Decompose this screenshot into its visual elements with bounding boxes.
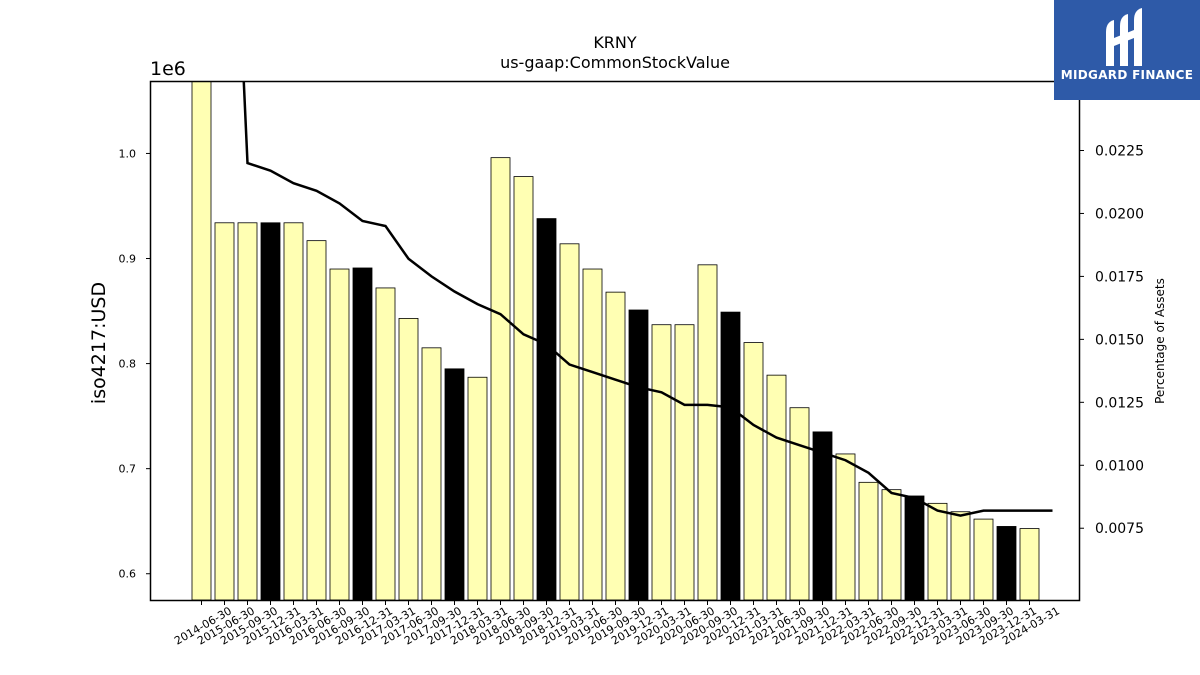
bar-2021-12-31 bbox=[812, 431, 833, 600]
y2-tick-label: 0.0150 bbox=[1095, 332, 1144, 348]
bar-2016-12-31 bbox=[352, 267, 373, 600]
bar-2022-09-30 bbox=[881, 489, 902, 600]
bar-2014-06-30 bbox=[191, 82, 212, 600]
bar-2020-12-31 bbox=[720, 311, 741, 600]
bar-2020-09-30 bbox=[697, 264, 718, 600]
chart-subtitle: us-gaap:CommonStockValue bbox=[500, 53, 730, 72]
y-tick-label: 0.7 bbox=[119, 463, 137, 476]
y-tick-label: 0.9 bbox=[119, 253, 137, 266]
bar-2016-06-30 bbox=[306, 240, 327, 600]
y2-tick-label: 0.0225 bbox=[1095, 143, 1144, 159]
bar-2020-03-31 bbox=[651, 324, 672, 600]
bar-2024-03-31 bbox=[1019, 528, 1040, 600]
y2-tick-label: 0.0125 bbox=[1095, 395, 1144, 411]
bar-2018-03-31 bbox=[467, 376, 488, 600]
bar-2019-09-30 bbox=[605, 291, 626, 600]
y-tick-label: 0.6 bbox=[119, 568, 137, 581]
bar-2019-12-31 bbox=[628, 309, 649, 600]
bar-2021-03-31 bbox=[743, 342, 764, 600]
logo-mark-icon bbox=[1106, 8, 1142, 66]
bar-2015-09-30 bbox=[237, 222, 258, 600]
right-axis: 0.0075 0.0100 0.0125 0.0150 0.0175 0.0200 0.02… bbox=[1079, 143, 1144, 537]
y2-axis-label: Percentage of Assets bbox=[1153, 278, 1167, 404]
chart-title: KRNY bbox=[593, 33, 637, 52]
left-axis: 0.6 0.7 0.8 0.9 1.0 bbox=[119, 147, 151, 581]
percentage-line bbox=[242, 82, 1053, 517]
y-offset-label: 1e6 bbox=[150, 58, 186, 80]
x-axis: 2014-06-302015-06-302015-09-302015-12-31… bbox=[172, 600, 1062, 648]
bar-2019-03-31 bbox=[559, 243, 580, 600]
bar-2018-09-30 bbox=[513, 176, 534, 600]
bar-2022-12-31 bbox=[904, 495, 925, 600]
bar-2022-03-31 bbox=[835, 453, 856, 600]
bar-2017-12-31 bbox=[444, 368, 465, 600]
bar-2018-06-30 bbox=[490, 157, 511, 600]
bar-2017-03-31 bbox=[375, 287, 396, 600]
y-axis-label: iso4217:USD bbox=[88, 282, 110, 404]
bar-2015-12-31 bbox=[260, 222, 281, 600]
y2-tick-label: 0.0200 bbox=[1095, 206, 1144, 222]
bar-2023-03-31 bbox=[927, 502, 948, 600]
bar-2016-03-31 bbox=[283, 222, 304, 600]
y2-tick-label: 0.0075 bbox=[1095, 521, 1144, 537]
y-tick-label: 1.0 bbox=[119, 147, 137, 160]
bar-2017-09-30 bbox=[421, 347, 442, 600]
y2-tick-label: 0.0175 bbox=[1095, 269, 1144, 285]
bar-2023-12-31 bbox=[996, 526, 1017, 600]
bar-2023-09-30 bbox=[973, 518, 994, 600]
plot-area bbox=[191, 82, 1053, 600]
midgard-finance-logo: MIDGARD FINANCE bbox=[1054, 0, 1200, 100]
bar-2021-09-30 bbox=[789, 407, 810, 600]
bar-2022-06-30 bbox=[858, 481, 879, 600]
y2-tick-label: 0.0100 bbox=[1095, 458, 1144, 474]
bar-2023-06-30 bbox=[950, 511, 971, 600]
bar-2018-12-31 bbox=[536, 218, 557, 600]
bar-2021-06-30 bbox=[766, 374, 787, 600]
bar-2017-06-30 bbox=[398, 318, 419, 600]
bar-2020-06-30 bbox=[674, 324, 695, 600]
y-tick-label: 0.8 bbox=[119, 358, 137, 371]
bar-2015-06-30 bbox=[214, 222, 235, 600]
bar-2019-06-30 bbox=[582, 268, 603, 600]
bar-2016-09-30 bbox=[329, 268, 350, 600]
logo-text: MIDGARD FINANCE bbox=[1060, 68, 1194, 82]
